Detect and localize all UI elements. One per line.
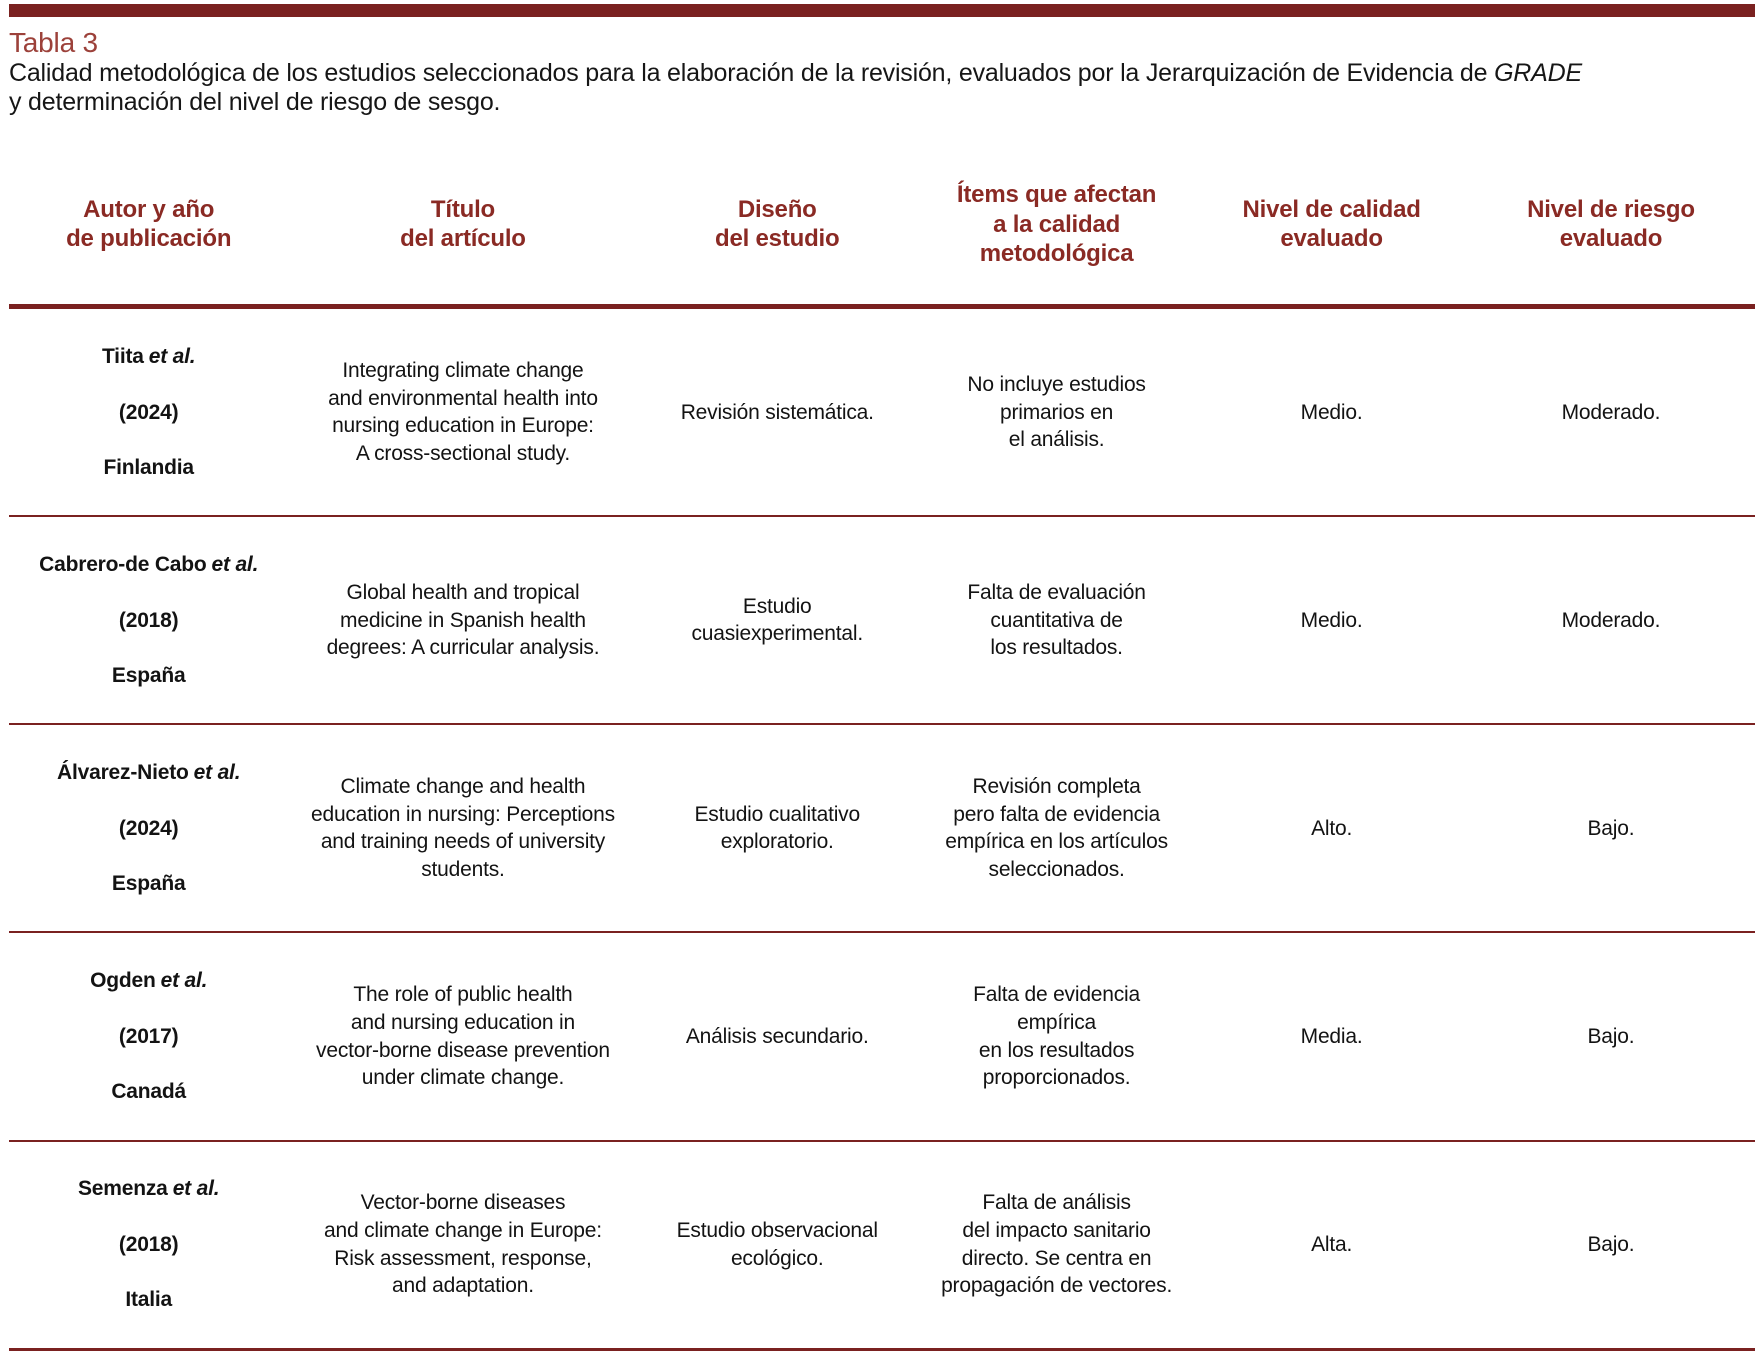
page: Tabla 3 Calidad metodológica de los estu… bbox=[0, 4, 1764, 1351]
cell-risk: Moderado. bbox=[1466, 516, 1755, 726]
table-caption: Calidad metodológica de los estudios sel… bbox=[9, 59, 1755, 116]
caption-italic-grade: GRADE bbox=[1494, 59, 1582, 88]
cell-quality: Alto. bbox=[1196, 724, 1467, 934]
cell-quality: Alta. bbox=[1196, 1140, 1467, 1351]
author-year: (2024) bbox=[118, 400, 179, 424]
cell-items: No incluye estudios primarios en el anál… bbox=[916, 306, 1197, 518]
cell-design: Estudio cuasiexperimental. bbox=[637, 516, 917, 726]
col-header-diseno: Diseño del estudio bbox=[637, 144, 917, 310]
table-row: Tiita et al. (2024) Finlandia Integrating… bbox=[9, 306, 1755, 518]
author-name: Cabrero-de Cabo et al. bbox=[39, 553, 259, 577]
cell-quality: Medio. bbox=[1196, 516, 1467, 726]
cell-title: Integrating climate change and environme… bbox=[288, 306, 638, 518]
table-row: Ogden et al. (2017) Canadá The role of pu… bbox=[9, 932, 1755, 1142]
author-name: Semenza et al. bbox=[78, 1177, 220, 1201]
cell-author: Álvarez-Nieto et al. (2024) España bbox=[9, 724, 289, 934]
author-name: Ogden et al. bbox=[90, 969, 208, 993]
col-header-riesgo: Nivel de riesgo evaluado bbox=[1466, 144, 1755, 310]
cell-title: Vector-borne diseases and climate change… bbox=[288, 1140, 638, 1351]
table-label: Tabla 3 bbox=[9, 27, 98, 58]
table-header: Autor y año de publicación Título del ar… bbox=[9, 144, 1755, 310]
caption-line-2: y determinación del nivel de riesgo de s… bbox=[9, 87, 501, 116]
col-header-items: Ítems que afectan a la calidad metodológ… bbox=[916, 144, 1197, 310]
author-name: Álvarez-Nieto et al. bbox=[57, 761, 241, 785]
author-country: Finlandia bbox=[103, 455, 194, 479]
cell-design: Estudio observacional ecológico. bbox=[637, 1140, 917, 1351]
cell-author: Cabrero-de Cabo et al. (2018) España bbox=[9, 516, 289, 726]
cell-title: Global health and tropical medicine in S… bbox=[288, 516, 638, 726]
cell-risk: Bajo. bbox=[1466, 932, 1755, 1142]
cell-items: Falta de análisis del impacto sanitario … bbox=[916, 1140, 1197, 1351]
cell-author: Semenza et al. (2018) Italia bbox=[9, 1140, 289, 1351]
author-country: Canadá bbox=[111, 1080, 187, 1104]
cell-author: Ogden et al. (2017) Canadá bbox=[9, 932, 289, 1142]
author-country: España bbox=[111, 872, 186, 896]
author-country: España bbox=[111, 664, 186, 688]
table-row: Cabrero-de Cabo et al. (2018) España Glob… bbox=[9, 516, 1755, 726]
caption-line-1: Calidad metodológica de los estudios sel… bbox=[9, 59, 1582, 88]
cell-risk: Bajo. bbox=[1466, 1140, 1755, 1351]
cell-risk: Moderado. bbox=[1466, 306, 1755, 518]
author-name: Tiita et al. bbox=[101, 345, 196, 369]
author-year: (2018) bbox=[118, 608, 179, 632]
cell-design: Revisión sistemática. bbox=[637, 306, 917, 518]
col-header-autor: Autor y año de publicación bbox=[9, 144, 289, 310]
cell-items: Revisión completa pero falta de evidenci… bbox=[916, 724, 1197, 934]
table-row: Álvarez-Nieto et al. (2024) España Climat… bbox=[9, 724, 1755, 934]
col-header-titulo: Título del artículo bbox=[288, 144, 638, 310]
table-row: Semenza et al. (2018) Italia Vector-borne… bbox=[9, 1140, 1755, 1351]
cell-design: Análisis secundario. bbox=[637, 932, 917, 1142]
top-rule bbox=[9, 4, 1755, 17]
author-year: (2018) bbox=[118, 1232, 179, 1256]
cell-design: Estudio cualitativo exploratorio. bbox=[637, 724, 917, 934]
cell-quality: Media. bbox=[1196, 932, 1467, 1142]
author-year: (2017) bbox=[118, 1024, 179, 1048]
cell-items: Falta de evaluación cuantitativa de los … bbox=[916, 516, 1197, 726]
cell-title: The role of public health and nursing ed… bbox=[288, 932, 638, 1142]
header-row: Autor y año de publicación Título del ar… bbox=[9, 144, 1755, 310]
studies-table: Autor y año de publicación Título del ar… bbox=[9, 144, 1755, 1351]
cell-items: Falta de evidencia empírica en los resul… bbox=[916, 932, 1197, 1142]
cell-author: Tiita et al. (2024) Finlandia bbox=[9, 306, 289, 518]
author-country: Italia bbox=[125, 1288, 172, 1312]
col-header-calidad: Nivel de calidad evaluado bbox=[1196, 144, 1467, 310]
cell-title: Climate change and health education in n… bbox=[288, 724, 638, 934]
cell-quality: Medio. bbox=[1196, 306, 1467, 518]
author-year: (2024) bbox=[118, 816, 179, 840]
cell-risk: Bajo. bbox=[1466, 724, 1755, 934]
